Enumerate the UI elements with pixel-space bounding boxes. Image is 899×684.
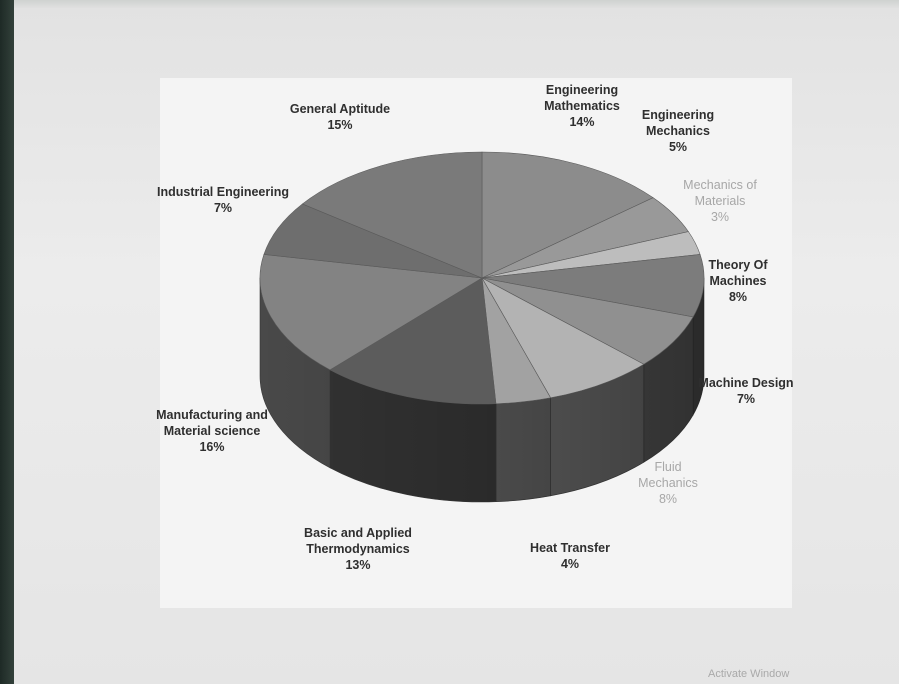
pie-side-shading — [260, 278, 704, 502]
pie-slice-3 — [481, 254, 705, 318]
slice-label-10: General Aptitude 15% — [290, 102, 390, 132]
pie-slice-5 — [481, 277, 645, 399]
slice-label-1: Engineering Mechanics 5% — [642, 108, 714, 154]
pie-top-face — [259, 151, 705, 405]
pie-side-walls — [259, 277, 705, 503]
monitor-bezel-left — [0, 0, 14, 684]
slice-label-9: Industrial Engineering 7% — [157, 185, 289, 215]
slice-label-4: Machine Design 7% — [698, 376, 793, 406]
pie-labels: Engineering Mathematics 14% Engineering Mech… — [156, 83, 793, 572]
slice-label-5: Fluid Mechanics 8% — [638, 460, 698, 506]
pie-slice-0 — [481, 151, 654, 279]
pie-slice-8 — [259, 254, 483, 371]
slice-label-8: Manufacturing and Material science 16% — [156, 408, 268, 454]
slice-label-3: Theory Of Machines 8% — [708, 258, 768, 304]
pie-slice-7 — [329, 277, 497, 405]
slice-label-6: Heat Transfer 4% — [530, 541, 610, 571]
activate-windows-watermark: Activate Window — [708, 668, 790, 680]
monitor-bezel-top — [0, 0, 899, 8]
slice-label-2: Mechanics of Materials 3% — [683, 178, 757, 224]
pie-slice-10 — [301, 151, 483, 279]
slice-label-0: Engineering Mathematics 14% — [544, 83, 620, 129]
slice-label-7: Basic and Applied Thermodynamics 13% — [304, 526, 412, 572]
